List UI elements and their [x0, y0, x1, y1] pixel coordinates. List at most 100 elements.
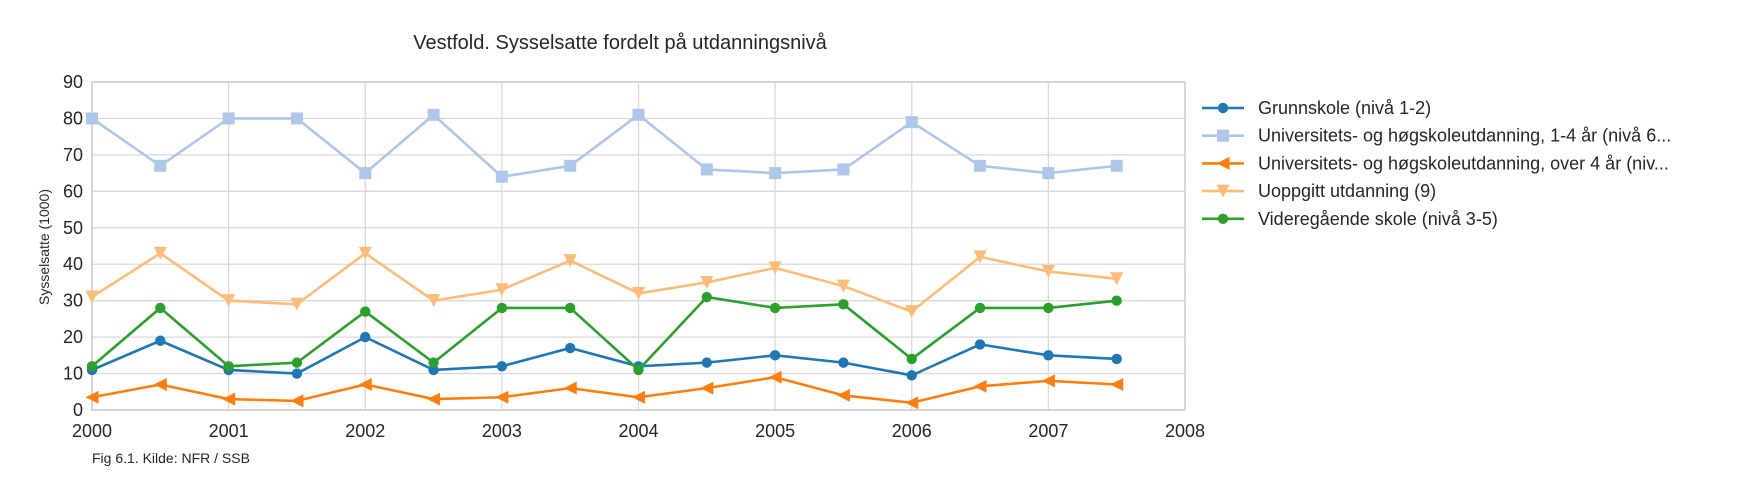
data-point	[291, 368, 303, 379]
data-point	[769, 350, 781, 361]
data-point	[974, 159, 987, 172]
data-point	[153, 377, 167, 391]
legend-item: Grunnskole (nivå 1-2)	[1202, 98, 1431, 118]
series-4	[86, 291, 1122, 376]
legend-item: Universitets- og høgskoleutdanning, over…	[1202, 153, 1669, 173]
legend: Grunnskole (nivå 1-2) Universitets- og hø…	[1202, 98, 1671, 229]
data-point	[906, 370, 917, 381]
data-point	[154, 159, 167, 172]
legend-item: Uoppgitt utdanning (9)	[1202, 181, 1436, 201]
data-point	[633, 364, 644, 376]
data-point	[1111, 295, 1122, 306]
data-point	[838, 299, 849, 310]
data-point	[1110, 272, 1124, 286]
data-point	[85, 290, 99, 304]
x-axis: 2000 2001 2002 2003 2004 2005 2006 2007 2008	[72, 421, 1205, 441]
x-tick-label: 2007	[1028, 421, 1068, 441]
data-point	[769, 302, 781, 314]
data-point	[838, 357, 849, 368]
data-point	[428, 357, 439, 368]
data-point	[86, 112, 98, 125]
data-point	[1110, 377, 1124, 391]
data-point	[563, 381, 577, 395]
data-point	[496, 361, 508, 372]
data-point	[768, 261, 782, 275]
y-tick-label: 0	[73, 400, 83, 420]
data-point	[1041, 265, 1055, 279]
data-point	[1043, 350, 1054, 361]
series-layer	[85, 108, 1124, 410]
y-axis-label: Sysselsatte (1000)	[36, 189, 52, 305]
data-point	[905, 305, 919, 319]
legend-label: Uoppgitt utdanning (9)	[1258, 181, 1436, 201]
x-tick-label: 2004	[618, 421, 658, 441]
data-point	[496, 302, 508, 314]
data-point	[290, 394, 304, 408]
data-point	[836, 388, 850, 402]
data-point	[1111, 353, 1122, 365]
data-point	[700, 275, 714, 289]
data-point	[564, 342, 576, 354]
data-point	[290, 297, 304, 311]
y-tick-label: 10	[63, 364, 83, 384]
legend-marker	[1216, 184, 1230, 198]
data-point	[495, 283, 509, 297]
data-point	[495, 390, 509, 404]
data-point	[153, 246, 167, 260]
x-tick-label: 2005	[755, 421, 795, 441]
data-point	[973, 379, 987, 393]
data-point	[836, 279, 850, 293]
data-point	[427, 294, 441, 308]
legend-label: Universitets- og høgskoleutdanning, 1-4 …	[1258, 126, 1671, 146]
data-point	[700, 163, 713, 176]
x-tick-label: 2006	[892, 421, 932, 441]
data-point	[632, 108, 645, 121]
y-tick-label: 80	[63, 108, 83, 128]
y-axis: 0 10 20 30 40 50 60 70 80 90	[63, 72, 83, 420]
legend-label: Universitets- og høgskoleutdanning, over…	[1258, 153, 1669, 173]
data-point	[837, 163, 850, 176]
x-tick-label: 2000	[72, 421, 112, 441]
data-point	[973, 250, 987, 264]
legend-label: Videregående skole (nivå 3-5)	[1258, 209, 1498, 229]
data-point	[974, 302, 986, 314]
data-point	[223, 361, 234, 372]
data-point	[632, 286, 645, 300]
data-point	[358, 377, 372, 391]
y-tick-label: 50	[63, 218, 83, 238]
series-0	[86, 331, 1122, 381]
series-line	[91, 113, 1117, 179]
y-tick-label: 60	[63, 181, 83, 201]
series-3	[85, 246, 1124, 319]
legend-item: Universitets- og høgskoleutdanning, 1-4 …	[1202, 126, 1671, 146]
legend-marker	[1216, 156, 1230, 170]
data-point	[222, 392, 236, 406]
data-point	[974, 339, 986, 350]
y-tick-label: 30	[63, 291, 83, 311]
data-point	[1043, 302, 1054, 314]
data-point	[701, 291, 713, 303]
figure-caption: Fig 6.1. Kilde: NFR / SSB	[92, 450, 250, 466]
data-point	[1042, 167, 1055, 180]
data-point	[291, 357, 303, 368]
series-2	[85, 370, 1124, 410]
data-point	[701, 357, 713, 368]
data-point	[769, 167, 782, 180]
data-point	[1041, 374, 1055, 388]
data-point	[155, 302, 166, 314]
legend-marker	[1217, 213, 1229, 224]
data-point	[906, 353, 917, 365]
x-tick-label: 2003	[482, 421, 522, 441]
x-tick-label: 2001	[209, 421, 249, 441]
series-line	[91, 295, 1117, 372]
data-point	[495, 170, 508, 183]
data-point	[1110, 159, 1123, 172]
data-point	[427, 392, 441, 406]
x-tick-label: 2008	[1165, 421, 1205, 441]
data-point	[905, 396, 919, 410]
grid	[91, 81, 1186, 411]
series-line	[91, 375, 1117, 405]
y-tick-label: 40	[63, 254, 83, 274]
x-tick-label: 2002	[345, 421, 385, 441]
